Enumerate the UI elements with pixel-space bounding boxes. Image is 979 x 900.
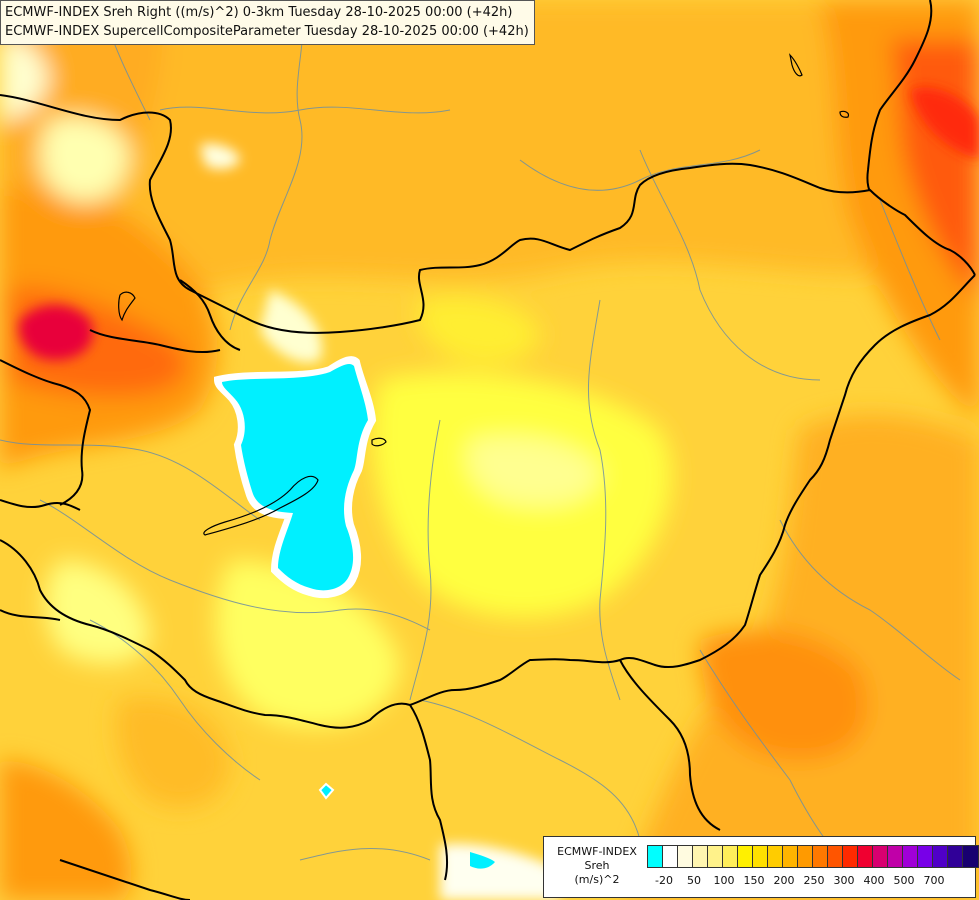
legend-swatch: [783, 846, 798, 867]
legend-swatch: [798, 846, 813, 867]
legend-swatch: [708, 846, 723, 867]
map-title-box: ECMWF-INDEX Sreh Right ((m/s)^2) 0-3km T…: [0, 0, 535, 45]
legend-swatch: [903, 846, 918, 867]
legend-tick-label: 200: [773, 874, 795, 887]
legend-line-1: ECMWF-INDEX: [557, 845, 637, 858]
legend-line-2: Sreh: [584, 859, 610, 872]
legend-tick-label: 150: [743, 874, 765, 887]
legend-swatch: [843, 846, 858, 867]
legend-swatches: [647, 845, 979, 868]
legend-swatch: [888, 846, 903, 867]
legend-swatch: [693, 846, 708, 867]
legend-swatch: [963, 846, 978, 867]
title-line-2: ECMWF-INDEX SupercellCompositeParameter …: [5, 24, 529, 39]
legend-swatch: [768, 846, 783, 867]
legend-swatch: [933, 846, 948, 867]
legend-swatch: [723, 846, 738, 867]
legend-swatch: [738, 846, 753, 867]
color-legend: ECMWF-INDEX Sreh (m/s)^2 -20 50 100 150 200 2…: [543, 836, 979, 898]
legend-tick-label: 300: [833, 874, 855, 887]
legend-tick-label: 700: [923, 874, 945, 887]
legend-tick-label: 100: [713, 874, 735, 887]
rivers: [0, 0, 961, 881]
legend-swatch: [753, 846, 768, 867]
legend-swatch: [648, 846, 663, 867]
legend-swatch: [663, 846, 678, 867]
title-line-1: ECMWF-INDEX Sreh Right ((m/s)^2) 0-3km T…: [5, 5, 513, 20]
legend-swatch: [918, 846, 933, 867]
legend-swatch: [858, 846, 873, 867]
negative-sreh-area: [213, 356, 495, 869]
legend-ticks: -20 50 100 150 200 250 300 400 500 700: [647, 874, 977, 888]
legend-title: ECMWF-INDEX Sreh (m/s)^2: [550, 845, 644, 887]
legend-tick-label: 500: [893, 874, 915, 887]
legend-swatch: [813, 846, 828, 867]
legend-tick-label: 50: [687, 874, 701, 887]
legend-tick-label: 400: [863, 874, 885, 887]
legend-tick-label: 250: [803, 874, 825, 887]
legend-tick-label: -20: [655, 874, 673, 887]
legend-line-3: (m/s)^2: [574, 873, 620, 886]
legend-swatch: [828, 846, 843, 867]
lakes: [118, 53, 850, 536]
legend-swatch: [873, 846, 888, 867]
legend-swatch: [678, 846, 693, 867]
legend-swatch: [948, 846, 963, 867]
